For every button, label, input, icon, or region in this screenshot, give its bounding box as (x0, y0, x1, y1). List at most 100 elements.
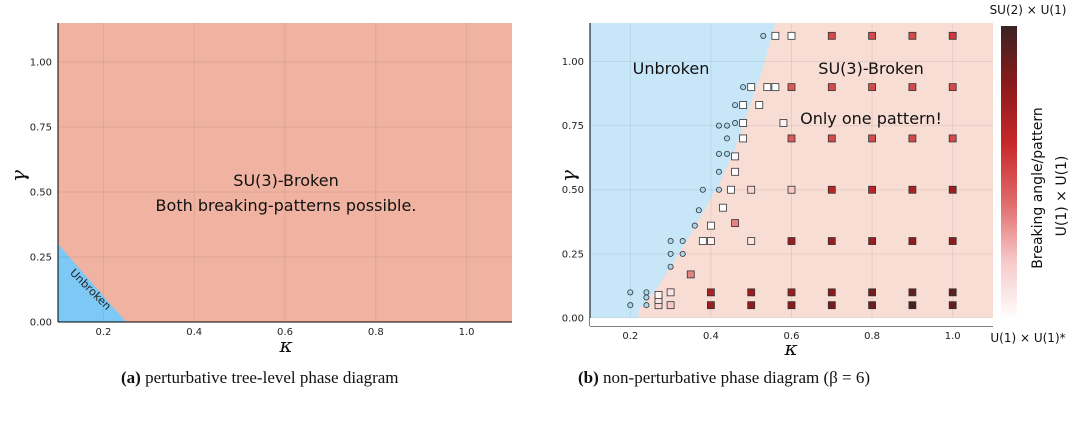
broken-point (787, 83, 796, 92)
broken-point (747, 185, 756, 194)
broken-point (827, 301, 836, 310)
broken-point (787, 237, 796, 245)
broken-point (739, 101, 748, 109)
broken-point (948, 83, 957, 92)
panel-b-y-tick-label: 0.50 (562, 185, 584, 196)
panel-a-grid (58, 23, 512, 323)
panel-b-y-tick-label: 0.00 (562, 314, 584, 325)
unbroken-point (643, 289, 650, 296)
broken-point (654, 291, 663, 299)
caption-a-text: perturbative tree-level phase diagram (140, 368, 399, 387)
broken-point (908, 31, 917, 40)
panel-a-x-tick-label: 0.4 (186, 327, 202, 338)
panel-b-x-tick-label: 0.2 (622, 331, 638, 342)
broken-point (763, 83, 772, 92)
panel-b-y-tick-label: 0.25 (562, 249, 584, 260)
unbroken-point (667, 250, 674, 257)
panel-a-y-tick-label: 0.50 (30, 188, 52, 199)
panel-a-y-tick-label: 0.75 (30, 123, 52, 134)
unbroken-point (760, 32, 767, 39)
broken-point (747, 301, 756, 310)
broken-point (707, 301, 715, 310)
unbroken-point (724, 122, 731, 129)
unbroken-point (667, 263, 674, 270)
panel-a-y-tick-label: 1.00 (30, 58, 52, 69)
unbroken-point (715, 122, 722, 129)
unbroken-point (695, 207, 702, 214)
broken-point (868, 134, 876, 143)
panel-b-broken-label: SU(3)-Broken (818, 59, 923, 78)
broken-point (731, 219, 739, 227)
caption-b: (b) non-perturbative phase diagram (β = … (578, 368, 870, 388)
panel-a-x-tick-label: 0.2 (95, 327, 111, 338)
panel-a-x-tick-label: 0.6 (277, 327, 293, 338)
broken-point (827, 31, 836, 40)
unbroken-point (740, 84, 747, 91)
broken-point (747, 288, 756, 297)
broken-point (707, 221, 715, 230)
panel-a-y-tick-label: 0.00 (30, 318, 52, 329)
panel-a-unbroken-region (58, 244, 127, 322)
panel-b-x-tick-label: 0.4 (703, 331, 719, 342)
unbroken-point (627, 302, 634, 309)
caption-b-letter: (b) (578, 368, 599, 387)
panel-b-y-tick-label: 0.75 (562, 121, 584, 132)
broken-point (787, 288, 796, 297)
panel-a-broken-note: Both breaking-patterns possible. (156, 196, 417, 215)
broken-point (787, 31, 796, 40)
broken-point (948, 185, 957, 194)
broken-point (731, 167, 739, 176)
panel-a-x-tick-label: 0.8 (368, 327, 384, 338)
broken-point (666, 301, 675, 310)
broken-point (779, 119, 788, 127)
panel-b-data-points (590, 31, 993, 326)
broken-point (739, 134, 748, 143)
broken-point (908, 237, 917, 245)
broken-point (827, 134, 836, 143)
broken-point (908, 134, 917, 143)
unbroken-point (643, 302, 650, 309)
colorbar-top-label: SU(2) × U(1) (990, 3, 1067, 17)
broken-point (908, 288, 917, 297)
broken-point (666, 288, 675, 297)
colorbar-right-label: U(1) × U(1) (1054, 156, 1070, 237)
panel-b-x-tick-label: 1.0 (945, 331, 961, 342)
unbroken-point (724, 150, 731, 157)
panel-a-broken-region (58, 23, 512, 322)
broken-point (719, 203, 727, 212)
panel-b-unbroken-region (590, 23, 776, 318)
broken-point (868, 31, 876, 40)
broken-point (948, 237, 957, 245)
panel-b-unbroken-label: Unbroken (633, 59, 710, 78)
broken-point (908, 185, 917, 194)
colorbar-bottom-label: U(1) × U(1)* (990, 331, 1065, 345)
unbroken-point (627, 289, 634, 296)
panel-b-y-tick-label: 1.00 (562, 57, 584, 68)
broken-point (948, 288, 957, 297)
unbroken-point (691, 222, 698, 229)
broken-point (948, 31, 957, 40)
broken-point (868, 237, 876, 245)
broken-point (948, 134, 957, 143)
broken-point (908, 301, 917, 310)
unbroken-point (715, 168, 722, 175)
caption-a-letter: (a) (121, 368, 141, 387)
panel-b-bottom-band (590, 318, 993, 326)
broken-point (868, 185, 876, 194)
broken-point (731, 152, 739, 161)
broken-point (686, 270, 695, 279)
panel-a-y-ticks: 0.00 0.25 0.50 0.75 1.00 (30, 58, 52, 329)
broken-point (727, 185, 735, 194)
unbroken-point (724, 135, 731, 142)
unbroken-point (732, 102, 739, 109)
panel-a-x-axis-label: κ (278, 333, 292, 357)
broken-point (868, 288, 876, 297)
panel-b-y-ticks: 0.00 0.25 0.50 0.75 1.00 (562, 57, 584, 325)
panel-a-y-axis-label: γ (6, 170, 30, 182)
broken-point (787, 185, 796, 194)
unbroken-point (679, 250, 686, 257)
unbroken-point (715, 150, 722, 157)
unbroken-point (699, 186, 706, 193)
broken-point (787, 301, 796, 310)
